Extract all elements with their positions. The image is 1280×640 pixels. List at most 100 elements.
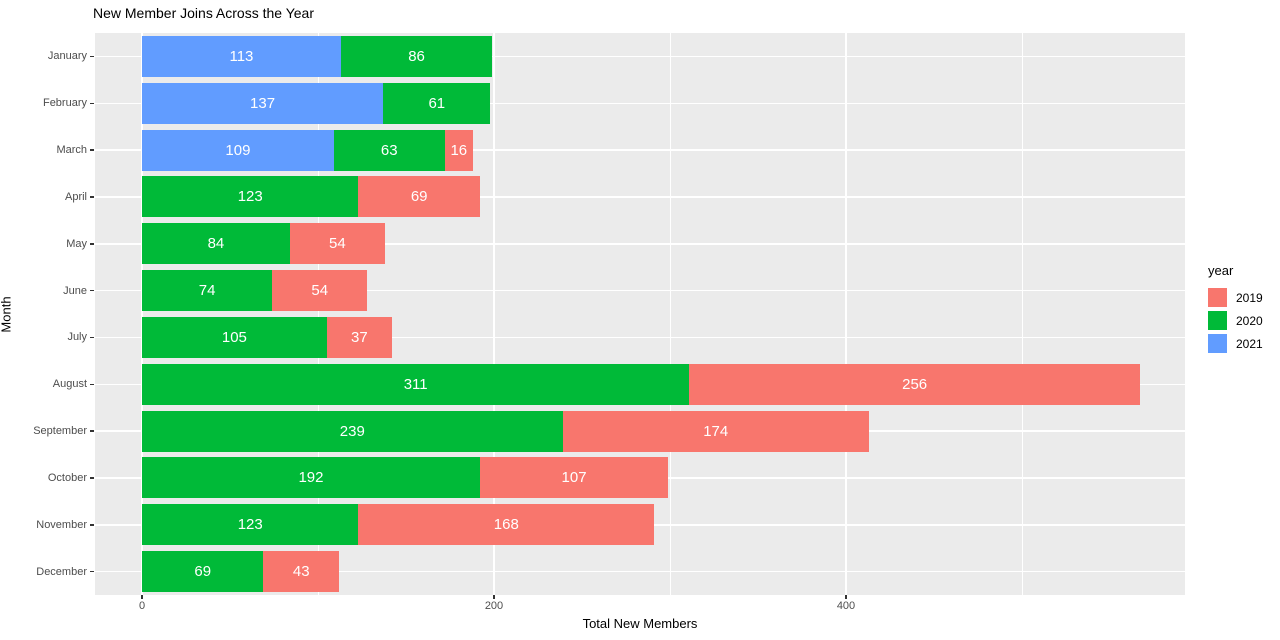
plot-panel: 113 86 137 61 109 63 16 123 69 84 54 74 54 105 37 311 25… [95,33,1185,595]
x-tick-mark [141,595,143,599]
gridline-y-major [95,55,1185,58]
bar-segment: 174 [562,410,869,452]
bar-value-label: 105 [221,328,247,346]
x-tick-label: 200 [484,600,504,612]
legend-swatch-icon [1208,288,1227,307]
y-tick-mark [90,196,94,198]
gridline-y-major [95,149,1185,151]
y-tick-label: December [36,565,87,578]
bar-segment: 109 [142,129,334,171]
gridline-y-major [95,336,1185,339]
gridline-x-minor [669,33,671,595]
legend-title: year [1208,263,1234,278]
bar-segment: 123 [142,504,359,546]
bar-segment: 107 [479,457,669,499]
x-tick-mark [493,595,495,599]
bar-value-label: 61 [428,94,446,112]
x-tick-mark [845,595,847,599]
y-tick-mark [90,524,94,526]
bar-value-label: 137 [250,94,276,112]
bar-value-label: 69 [194,563,212,581]
legend-item: 2019 [1208,288,1263,307]
x-tick-label: 0 [138,600,146,612]
bar-value-label: 109 [225,141,251,159]
bar-segment: 168 [358,504,655,546]
y-tick-mark [90,289,94,292]
y-tick-mark [90,102,94,104]
bar-segment: 113 [142,35,341,77]
gridline-x-major [845,33,847,595]
bar-segment: 105 [142,316,327,358]
bar-value-label: 192 [298,469,324,487]
bar-segment: 16 [444,129,473,171]
y-tick-label: January [47,50,87,63]
gridline-x-major [141,33,143,595]
bar-value-label: 16 [450,141,468,159]
y-tick-mark [90,149,94,151]
legend-item-label: 2019 [1236,290,1263,305]
gridline-y-major [95,570,1185,573]
y-tick-label: September [33,425,87,438]
y-tick-label: April [64,190,87,203]
y-tick-label: February [42,97,87,110]
y-tick-mark [90,430,94,432]
bar-value-label: 37 [351,328,368,346]
legend-item: 2021 [1208,334,1263,353]
y-tick-label: June [63,284,87,297]
legend-item-label: 2020 [1236,313,1263,328]
x-axis-title: Total New Members [582,616,698,631]
bar-value-label: 123 [237,188,263,206]
bar-value-label: 107 [561,469,587,487]
bar-value-label: 69 [410,188,428,206]
legend-swatch-icon [1208,334,1227,353]
bar-segment: 37 [326,316,392,358]
chart-title: New Member Joins Across the Year [93,5,314,21]
y-tick-mark [90,336,94,339]
y-tick-mark [90,570,94,573]
y-tick-label: November [36,518,87,531]
legend: year 2019 2020 2021 [1208,263,1263,357]
bar-value-label: 123 [237,516,263,534]
y-tick-mark [90,383,94,385]
bar-segment: 239 [142,410,563,452]
bar-value-label: 54 [329,235,346,253]
y-tick-label: August [52,378,87,391]
y-tick-label: May [66,237,87,250]
bar-value-label: 54 [311,282,329,300]
bar-value-label: 311 [403,375,428,393]
bar-segment: 43 [263,551,340,593]
legend-swatch-icon [1208,311,1227,330]
bar-value-label: 113 [229,47,254,65]
bar-value-label: 43 [292,563,310,581]
gridline-x-minor [1021,33,1023,595]
gridline-y-major [95,289,1185,292]
y-axis-title: Month [0,296,14,333]
gridline-y-major [95,196,1185,198]
bar-value-label: 256 [902,375,928,393]
bar-segment: 192 [142,457,480,499]
bar-segment: 137 [142,82,384,124]
y-tick-mark [90,55,94,58]
legend-item-label: 2021 [1236,336,1263,351]
bar-segment: 74 [142,270,273,312]
bar-segment: 61 [383,82,491,124]
bar-segment: 69 [358,176,480,218]
gridline-x-major [493,33,495,595]
bar-segment: 54 [272,270,368,312]
bar-value-label: 168 [493,516,519,534]
bar-value-label: 74 [198,282,216,300]
bar-segment: 63 [333,129,445,171]
bar-value-label: 239 [339,422,365,440]
y-tick-mark [90,477,94,479]
bar-segment: 84 [142,223,290,265]
bar-segment: 256 [689,363,1140,405]
bar-segment: 123 [142,176,359,218]
bar-segment: 311 [142,363,690,405]
y-tick-label: March [56,144,87,157]
bar-segment: 54 [289,223,385,265]
legend-item: 2020 [1208,311,1263,330]
bar-value-label: 174 [703,422,729,440]
gridline-y-major [95,102,1185,104]
x-tick-label: 400 [836,600,856,612]
